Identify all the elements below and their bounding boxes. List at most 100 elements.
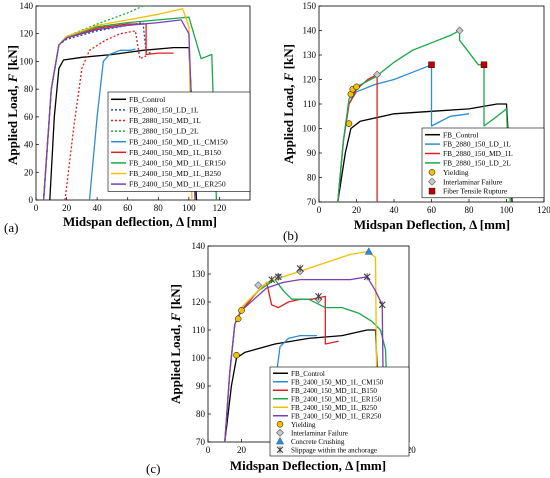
- y-tick-label: 20: [24, 167, 34, 177]
- legend-label: FB_2400_150_MD_1L_B150: [291, 387, 377, 395]
- legend-label: FB_Control: [291, 370, 325, 378]
- legend-label: Slippage within the anchorage: [291, 446, 377, 454]
- x-tick-label: 40: [390, 205, 400, 215]
- marker-circle: [345, 120, 353, 127]
- legend-label: FB_2400_150_MD_1L_ER150: [291, 395, 382, 403]
- y-tick-label: 100: [192, 353, 206, 363]
- legend-label: Yielding: [291, 421, 316, 429]
- x-tick-label: 20: [237, 445, 247, 455]
- marker-triangle: [364, 247, 373, 255]
- legend-label: Interlaminar Failure: [443, 177, 503, 186]
- legend-label: FB_2400_150_MD_1L_CM150: [129, 137, 228, 146]
- legend-box: [107, 91, 251, 192]
- legend-label: FB_2880_150_MD_1L: [443, 149, 513, 158]
- y-tick-label: 80: [196, 409, 206, 419]
- legend-marker: [428, 187, 436, 195]
- legend-marker: [276, 428, 284, 437]
- series-line-fb-2880-150-ld-1l: [42, 21, 151, 201]
- panel-a-ylabel: Applied Load, F [kN]: [5, 45, 20, 165]
- y-tick-label: 110: [303, 99, 317, 109]
- y-tick-label: 90: [196, 381, 206, 391]
- y-tick-label: 70: [307, 197, 317, 207]
- panel-a-xlabel: Midspan deflection, Δ [mm]: [63, 214, 217, 229]
- legend-label: FB_2400_150_MD_1L_CM150: [291, 378, 384, 386]
- legend-label: FB_2880_150_LD_1L: [443, 140, 511, 149]
- panel-b-markers: [345, 26, 488, 127]
- series-line-fb-control: [337, 103, 513, 203]
- y-tick-label: 90: [307, 148, 317, 158]
- panel-a-ticks: 0 20 40 60 80 100 120 0 20 40 60 80 100 120 140: [20, 1, 227, 213]
- legend-label: FB_2880_150_LD_2L: [443, 159, 511, 168]
- x-tick-label: 100: [500, 205, 514, 215]
- series-line-fb-control: [49, 46, 198, 201]
- panel-b-legend: FB_ControlFB_2880_150_LD_1LFB_2880_150_M…: [421, 127, 545, 199]
- panel-b-label: (b): [283, 228, 298, 243]
- y-tick-label: 100: [303, 124, 317, 134]
- y-tick-label: 80: [24, 84, 34, 94]
- series-line-fb-2880-150-md-1l: [64, 30, 147, 201]
- y-tick-label: 130: [192, 269, 206, 279]
- panel-b: 0 20 40 60 80 100 120708090100110120130140150 …: [281, 1, 550, 243]
- y-tick-label: 120: [20, 29, 34, 39]
- panel-c-label: (c): [146, 461, 160, 476]
- marker-diamond: [373, 70, 382, 79]
- x-tick-label: 20: [62, 203, 72, 213]
- y-tick-label: 40: [24, 140, 34, 150]
- x-tick-label: 0: [34, 203, 39, 213]
- y-tick-label: 140: [303, 26, 317, 36]
- legend-label: Interlaminar Failure: [291, 429, 348, 437]
- y-tick-label: 140: [192, 241, 206, 251]
- y-tick-label: 130: [303, 50, 317, 60]
- y-tick-label: 150: [303, 1, 317, 11]
- panel-c-xlabel: Midspan Deflection, Δ [mm]: [230, 458, 386, 473]
- y-tick-label: 60: [24, 112, 34, 122]
- y-tick-label: 70: [196, 437, 206, 447]
- marker-circle: [233, 351, 240, 359]
- legend-label: Yielding: [443, 168, 469, 177]
- legend-label: FB_Control: [129, 95, 165, 104]
- legend-label: FB_2880_150_LD_2L: [129, 127, 199, 136]
- y-tick-label: 0: [29, 195, 34, 205]
- panel-a: 0 20 40 60 80 100 120 0 20 40 60 80 100 120 140 FB_Con…: [4, 1, 251, 235]
- x-tick-label: 80: [465, 205, 475, 215]
- series-line-fb-2400-150-md-1l-cm150: [88, 48, 136, 201]
- panel-a-label: (a): [4, 220, 18, 235]
- x-tick-label: 80: [154, 203, 164, 213]
- panel-b-ylabel: Applied Load, F [kN]: [281, 44, 296, 164]
- series-line-fb-2400-150-md-1l-er250: [42, 19, 196, 201]
- legend-label: FB_2400_150_MD_1L_B250: [291, 404, 377, 412]
- legend-label: Concrete Crushing: [291, 438, 345, 446]
- y-tick-label: 80: [307, 173, 317, 183]
- panel-c-legend: FB_ControlFB_2400_150_MD_1L_CM150FB_2400…: [269, 366, 410, 457]
- y-tick-label: 120: [303, 75, 317, 85]
- x-tick-label: 120: [213, 203, 227, 213]
- panel-b-ticks: 0 20 40 60 80 100 120 70 80 90 100 110 120 130 140 150: [303, 1, 550, 215]
- x-tick-label: 40: [93, 203, 103, 213]
- y-tick-label: 140: [20, 1, 34, 11]
- marker-square: [428, 61, 435, 68]
- legend-box: [421, 127, 545, 199]
- legend-label: Fiber Tensile Rupture: [443, 187, 508, 196]
- y-tick-label: 120: [192, 297, 206, 307]
- x-tick-label: 0: [206, 445, 211, 455]
- legend-label: FB_2880_150_MD_1L: [129, 116, 201, 125]
- legend-marker: [276, 421, 284, 428]
- marker-diamond: [455, 26, 464, 35]
- legend-label: FB_2400_150_MD_1L_ER250: [129, 180, 226, 189]
- x-tick-label: 20: [352, 205, 362, 215]
- panel-a-series: [42, 5, 218, 201]
- legend-label: FB_2400_150_MD_1L_B150: [129, 148, 221, 157]
- marker-diamond: [254, 281, 263, 290]
- legend-label: FB_2400_150_MD_1L_ER150: [129, 159, 226, 168]
- panel-c-markers: [233, 247, 386, 359]
- marker-circle: [234, 315, 242, 323]
- y-tick-label: 110: [192, 325, 206, 335]
- legend-marker: [428, 177, 436, 186]
- x-tick-label: 100: [182, 203, 196, 213]
- legend-marker: [428, 169, 436, 176]
- panel-c-ylabel: Applied Load, F [kN]: [168, 284, 183, 404]
- marker-circle: [238, 307, 245, 314]
- x-tick-label: 120: [537, 205, 550, 215]
- marker-square: [480, 61, 488, 68]
